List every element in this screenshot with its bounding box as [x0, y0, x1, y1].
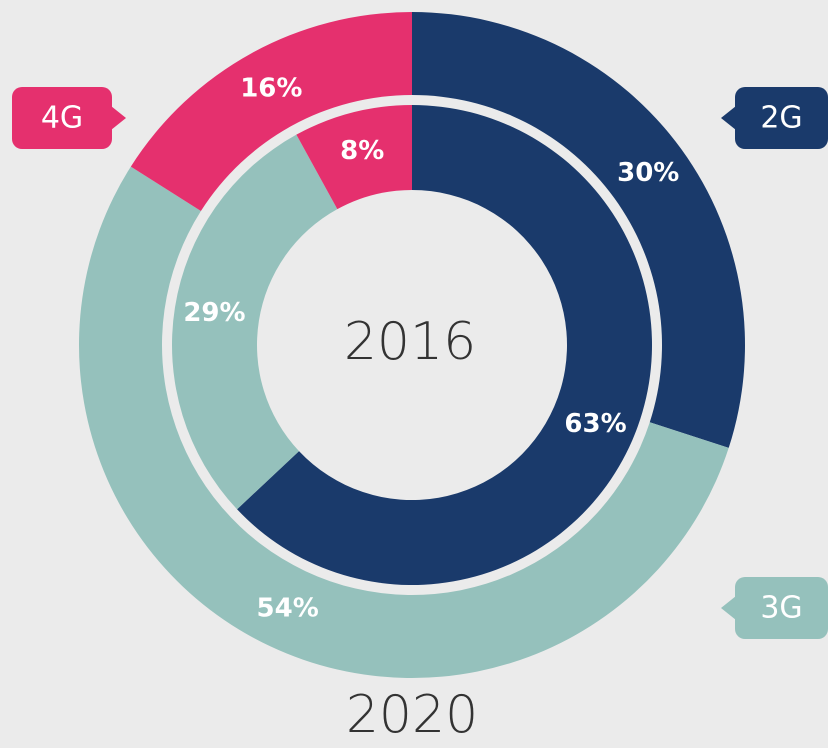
- donut-segment: [296, 105, 412, 210]
- outer-ring-label: 2020: [346, 685, 478, 745]
- data-label: 8%: [340, 136, 384, 166]
- legend-label: 4G: [41, 101, 83, 136]
- legend-label: 3G: [760, 591, 802, 626]
- data-label: 30%: [617, 158, 679, 188]
- legend-tag: [12, 87, 112, 149]
- legend-pointer: [721, 596, 736, 620]
- donut-segment: [130, 12, 412, 212]
- data-label: 63%: [564, 409, 626, 439]
- data-label: 29%: [183, 298, 245, 328]
- legend-label: 2G: [760, 101, 802, 136]
- legend-tag: [735, 577, 828, 639]
- legend-pointer: [111, 106, 126, 130]
- donut-segment: [79, 166, 729, 678]
- legend-pointer: [721, 106, 736, 130]
- data-label: 54%: [257, 594, 319, 624]
- data-label: 16%: [240, 74, 302, 104]
- legend-tag: [735, 87, 828, 149]
- inner-ring-label: 2016: [344, 312, 476, 372]
- donut-segment: [412, 12, 746, 448]
- donut-segment: [172, 134, 338, 510]
- donut-segment: [237, 105, 652, 585]
